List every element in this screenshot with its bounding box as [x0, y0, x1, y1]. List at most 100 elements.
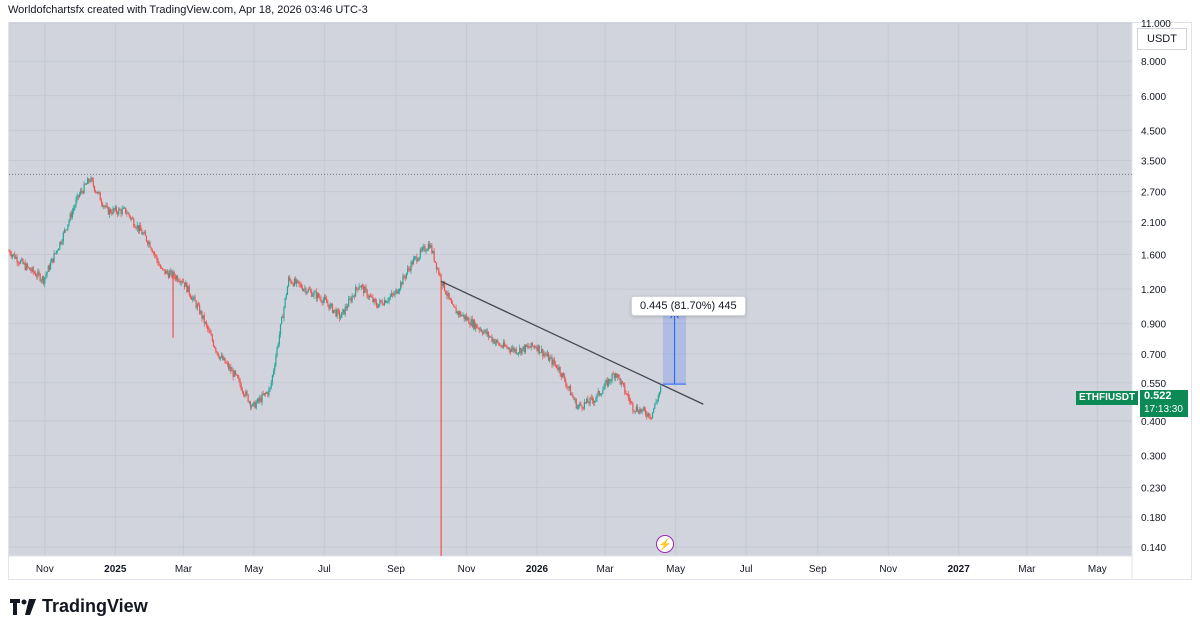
candle-body	[245, 391, 247, 396]
candle-body	[70, 213, 72, 218]
x-tick-label: Jul	[318, 564, 331, 575]
candle-body	[338, 311, 341, 319]
candle-body	[589, 397, 591, 404]
candle-body	[285, 295, 287, 298]
candle-body	[260, 397, 262, 403]
flash-icon[interactable]: ⚡	[656, 535, 674, 553]
candle-body	[195, 301, 197, 308]
candle-body	[289, 277, 291, 280]
y-tick-label: 6.000	[1141, 92, 1166, 103]
candle-body	[81, 190, 83, 192]
candle-body	[553, 359, 555, 364]
candle-body	[537, 345, 539, 351]
candle-body	[594, 400, 596, 403]
candle-body	[339, 317, 342, 319]
y-tick-label: 2.700	[1141, 188, 1166, 199]
candle-body	[593, 400, 595, 403]
candle-body	[572, 394, 574, 398]
candle-body	[292, 283, 294, 287]
candle-body	[159, 265, 161, 268]
candle-body	[16, 256, 18, 263]
candle-body	[187, 285, 189, 292]
candle-body	[655, 402, 657, 404]
x-tick-label: Nov	[458, 564, 476, 575]
candle-body	[610, 380, 612, 382]
candle-body	[424, 246, 426, 252]
candle-body	[30, 270, 32, 272]
candle-body	[422, 247, 424, 251]
candle-body	[532, 346, 535, 347]
candle-body	[455, 307, 457, 314]
candle-body	[405, 273, 408, 278]
candle-body	[61, 241, 63, 244]
candle-body	[425, 250, 427, 252]
tradingview-logo[interactable]: TradingView	[10, 596, 148, 617]
x-tick-label: May	[244, 564, 263, 575]
candle-body	[487, 331, 490, 337]
candle-body	[303, 289, 305, 291]
candle-body	[517, 352, 520, 354]
candle-body	[103, 205, 105, 207]
candle-body	[170, 270, 172, 273]
candle-body	[379, 300, 381, 304]
candle-body	[9, 250, 11, 255]
candle-body	[313, 291, 315, 296]
candle-body	[227, 363, 230, 369]
candle-body	[468, 317, 470, 324]
x-tick-label: Nov	[36, 564, 54, 575]
y-tick-label: 1.600	[1141, 251, 1166, 262]
candle-body	[311, 290, 313, 297]
candle-body	[558, 367, 560, 371]
candle-body	[371, 296, 373, 298]
last-price: 0.522	[1144, 390, 1172, 402]
candle-body	[385, 300, 387, 303]
candle-body	[74, 205, 76, 209]
candle-body	[99, 192, 101, 201]
candle-body	[448, 292, 450, 299]
candle-body	[300, 284, 302, 288]
candle-body	[44, 277, 46, 284]
candle-body	[31, 267, 33, 272]
candle-body	[175, 276, 178, 280]
candle-body	[418, 257, 420, 261]
candle-body	[281, 316, 283, 325]
candle-body	[33, 272, 36, 274]
candle-body	[68, 220, 70, 225]
candle-body	[651, 412, 654, 419]
candle-body	[441, 282, 443, 286]
candle-body	[261, 394, 263, 403]
candle-body	[327, 302, 329, 305]
candle-body	[394, 292, 396, 296]
candle-body	[256, 398, 259, 403]
candle-body	[507, 347, 509, 349]
candle-body	[314, 291, 316, 293]
candle-body	[97, 191, 99, 194]
candle-body	[493, 339, 495, 344]
candle-body	[447, 292, 449, 296]
candle-body	[43, 276, 45, 284]
candle-body	[117, 212, 119, 215]
candle-body	[491, 336, 493, 342]
candle-body	[67, 224, 69, 230]
candle-body	[623, 382, 625, 385]
candle-body	[560, 373, 562, 378]
candle-body	[409, 268, 411, 271]
candle-body	[636, 406, 639, 412]
y-tick-label: 0.550	[1141, 379, 1166, 390]
candle-body	[486, 331, 488, 335]
candle-body	[562, 373, 565, 376]
candle-body	[75, 199, 77, 206]
currency-button[interactable]: USDT	[1137, 28, 1187, 50]
candle-body	[257, 398, 260, 402]
candle-body	[194, 296, 196, 302]
candle-body	[462, 314, 464, 316]
candle-body	[653, 408, 655, 413]
candle-body	[357, 288, 359, 290]
candle-body	[433, 251, 435, 262]
candle-body	[283, 307, 285, 319]
candle-body	[152, 252, 155, 254]
candle-body	[271, 375, 274, 383]
candle-body	[223, 357, 225, 360]
candle-body	[521, 348, 523, 354]
